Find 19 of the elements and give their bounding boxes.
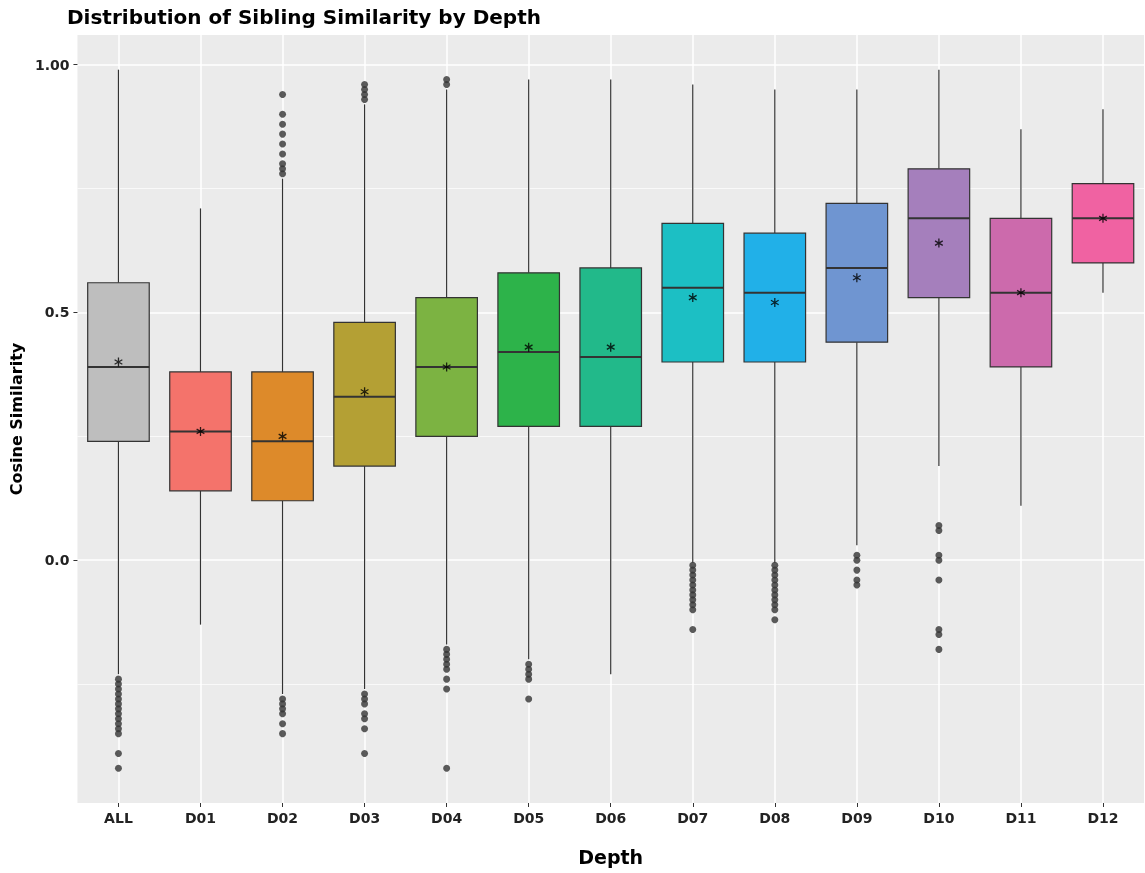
chart-title: Distribution of Sibling Similarity by Depth [67, 5, 541, 29]
x-tick-label: ALL [104, 810, 133, 826]
y-tick-label: 1.00 [34, 56, 70, 73]
x-tick-label: D06 [595, 810, 627, 826]
x-tick-label: D11 [1005, 810, 1037, 826]
y-tick-label: 0.5 [44, 304, 70, 321]
x-tick-label: D05 [513, 810, 545, 826]
x-tick-label: D01 [184, 810, 217, 826]
x-tick-label: D03 [349, 810, 381, 826]
x-tick-label: D09 [841, 810, 873, 826]
y-axis-title: Cosine Similarity [6, 342, 26, 496]
x-tick-label: D08 [759, 810, 791, 826]
x-tick-label: D12 [1087, 810, 1119, 826]
x-tick-label: D04 [431, 810, 463, 826]
x-tick-label: D07 [677, 810, 709, 826]
x-tick-label: D02 [266, 810, 299, 826]
x-tick-label: D10 [923, 810, 955, 826]
x-axis-title: Depth [578, 845, 644, 868]
y-tick-label: 0.0 [44, 552, 70, 569]
